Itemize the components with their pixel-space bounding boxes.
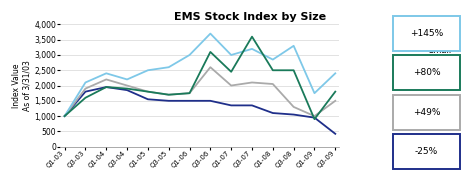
Text: +49%: +49% [413, 108, 440, 117]
Y-axis label: Index Value
As of 3/31/03: Index Value As of 3/31/03 [12, 60, 32, 111]
Legend: Large, Mid, Small, Micro: Large, Mid, Small, Micro [411, 23, 452, 67]
Title: EMS Stock Index by Size: EMS Stock Index by Size [174, 12, 326, 22]
Text: -25%: -25% [415, 147, 438, 156]
Text: +145%: +145% [410, 29, 443, 38]
Text: +80%: +80% [413, 68, 440, 77]
